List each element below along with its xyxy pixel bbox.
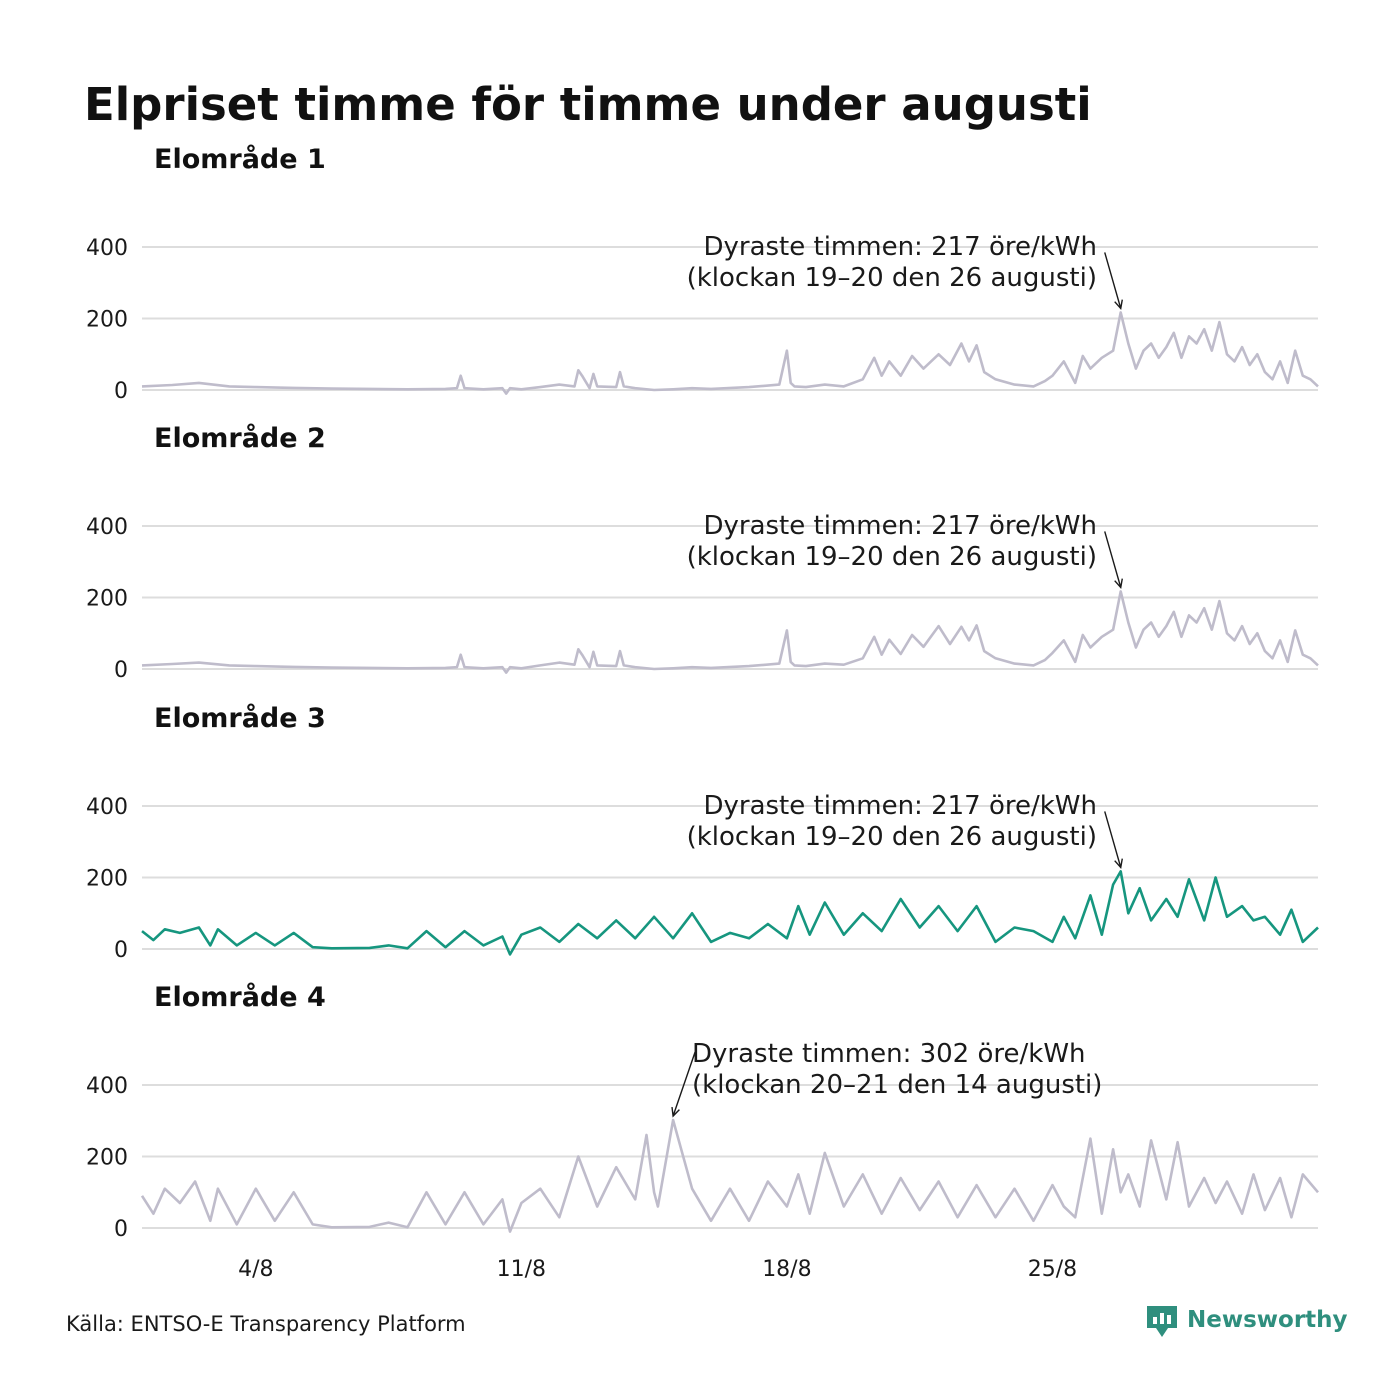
annotation-arrow [672, 1051, 696, 1117]
annotation-line2: (klockan 19–20 den 26 augusti) [687, 263, 1097, 293]
newsworthy-logo-icon [1147, 1306, 1177, 1337]
y-tick-label: 400 [86, 236, 128, 261]
y-tick-label: 0 [114, 938, 128, 963]
series-line [140, 1118, 1319, 1233]
series-line [141, 311, 1319, 395]
annotation-line1: Dyraste timmen: 302 öre/kWh [692, 1039, 1086, 1069]
annotation-arrowhead [1114, 858, 1123, 869]
panel-title: Elområde 1 [154, 143, 326, 175]
annotation-line2: (klockan 19–20 den 26 augusti) [687, 822, 1097, 852]
chart-title: Elpriset timme för timme under augusti [84, 78, 1092, 131]
panel-elomrade-4: Elområde 4 0 200 400 Dyraste timmen: 302 öre… [86, 981, 1319, 1242]
annotation-line1: Dyraste timmen: 217 öre/kWh [703, 232, 1097, 262]
y-tick-label: 200 [86, 308, 128, 333]
panel-title: Elområde 3 [154, 702, 326, 734]
panel-elomrade-1: Elområde 1 0 200 400 Dyraste timmen: 217 öre… [86, 143, 1319, 404]
annotation-arrow [1104, 531, 1122, 588]
x-axis: 4/8 11/8 18/8 25/8 [238, 1257, 1077, 1282]
brand-name: Newsworthy [1187, 1307, 1348, 1333]
annotation-arrow [1104, 252, 1122, 309]
panel-elomrade-3: Elområde 3 0 200 400 Dyraste timmen: 217 öre… [86, 702, 1319, 963]
series-line [141, 590, 1319, 674]
y-tick-label: 200 [86, 587, 128, 612]
x-tick-label: 18/8 [762, 1257, 811, 1282]
annotation-arrowhead [671, 1107, 680, 1118]
x-tick-label: 4/8 [238, 1257, 273, 1282]
annotation-arrow [1104, 811, 1122, 868]
annotation-arrowhead [1114, 578, 1123, 589]
chart-panels: Elområde 1 0 200 400 Dyraste timmen: 217 öre… [86, 143, 1319, 1242]
annotation-arrowhead [1114, 299, 1123, 310]
y-tick-label: 400 [86, 1074, 128, 1099]
series-line [141, 870, 1319, 956]
annotation-line2: (klockan 20–21 den 14 augusti) [692, 1070, 1102, 1100]
x-tick-label: 25/8 [1028, 1257, 1077, 1282]
annotation-line2: (klockan 19–20 den 26 augusti) [687, 542, 1097, 572]
x-tick-label: 11/8 [497, 1257, 546, 1282]
y-tick-label: 0 [114, 379, 128, 404]
panel-elomrade-2: Elområde 2 0 200 400 Dyraste timmen: 217 öre… [86, 422, 1319, 683]
y-tick-label: 400 [86, 795, 128, 820]
y-tick-label: 0 [114, 1217, 128, 1242]
y-tick-label: 200 [86, 1146, 128, 1171]
y-tick-label: 0 [114, 658, 128, 683]
y-tick-label: 400 [86, 515, 128, 540]
y-tick-label: 200 [86, 867, 128, 892]
panel-title: Elområde 4 [154, 981, 326, 1013]
brand-logo: Newsworthy [1147, 1306, 1348, 1337]
annotation-line1: Dyraste timmen: 217 öre/kWh [703, 511, 1097, 541]
annotation-line1: Dyraste timmen: 217 öre/kWh [703, 791, 1097, 821]
source-note: Källa: ENTSO-E Transparency Platform [66, 1312, 466, 1336]
panel-title: Elområde 2 [154, 422, 326, 454]
